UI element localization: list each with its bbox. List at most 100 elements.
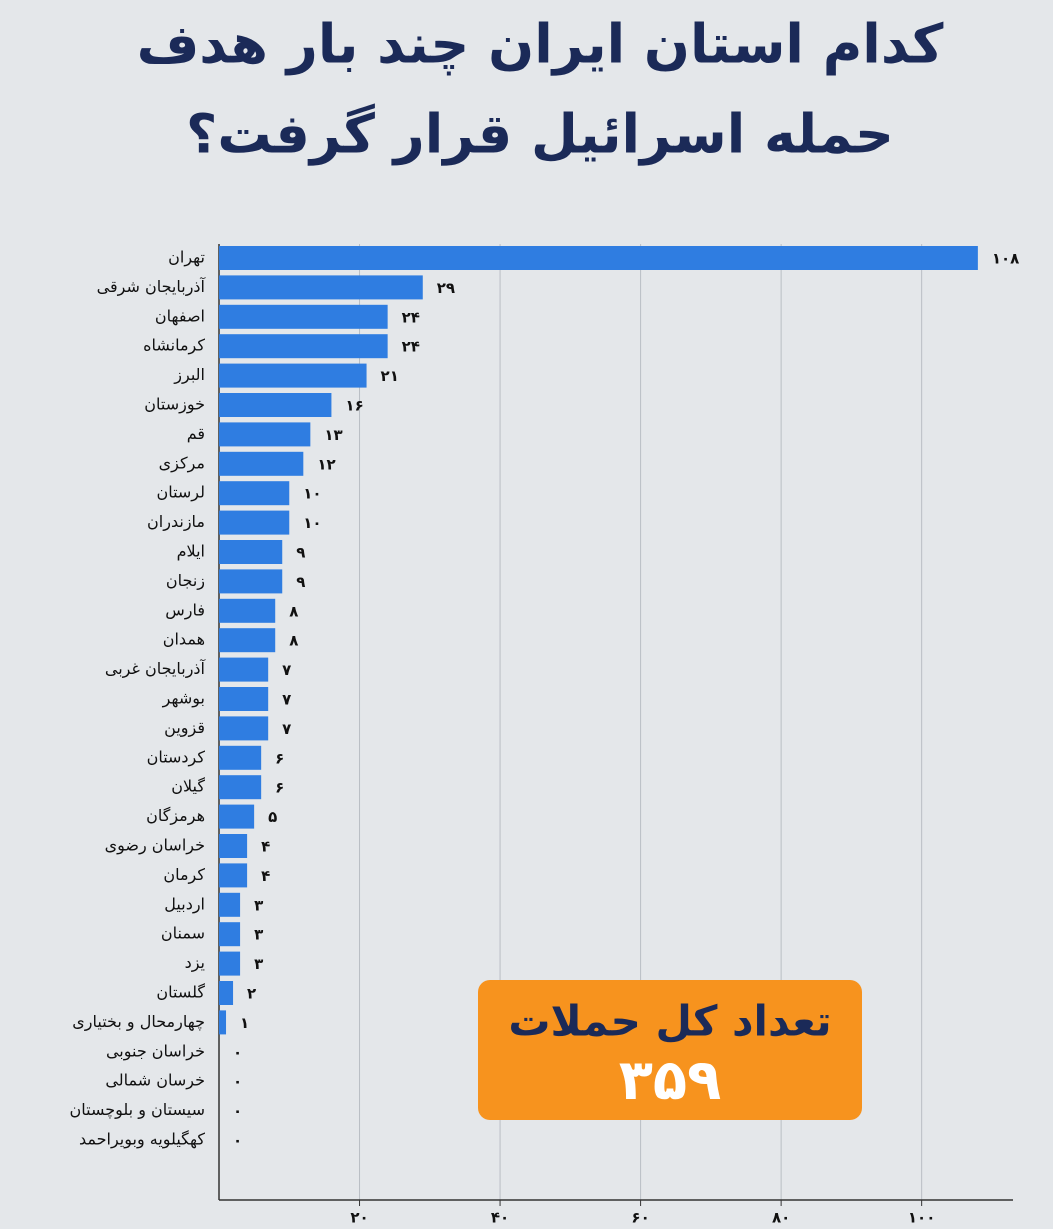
category-label: خراسان جنوبی bbox=[106, 1041, 205, 1061]
bar bbox=[219, 834, 248, 858]
x-tick-label: ۲۰ bbox=[350, 1209, 368, 1227]
category-label: گیلان bbox=[171, 777, 205, 796]
value-label: ۲۹ bbox=[437, 279, 455, 297]
value-label: ۳ bbox=[254, 955, 263, 973]
bar bbox=[219, 422, 311, 447]
value-label: ۰ bbox=[233, 1043, 242, 1061]
value-label: ۷ bbox=[282, 691, 291, 709]
value-label: ۵ bbox=[268, 808, 277, 826]
category-label: کهگیلویه وبویراحمد bbox=[79, 1130, 205, 1150]
category-label: فارس bbox=[165, 600, 205, 620]
category-label: اردبیل bbox=[164, 894, 205, 914]
chart-title: کدام استان ایران چند بار هدف bbox=[137, 13, 944, 76]
bar bbox=[219, 745, 262, 770]
value-label: ۱ bbox=[240, 1014, 249, 1032]
category-label: البرز bbox=[173, 365, 205, 385]
value-label: ۲ bbox=[247, 985, 256, 1003]
value-label: ۱۰۸ bbox=[992, 250, 1019, 268]
x-tick-label: ۱۰۰ bbox=[908, 1209, 935, 1227]
bar bbox=[219, 657, 269, 682]
category-label: خراسان رضوی bbox=[105, 836, 205, 856]
bar bbox=[219, 451, 304, 476]
category-label: زنجان bbox=[166, 571, 205, 591]
category-label: هرمزگان bbox=[146, 806, 205, 826]
category-label: سیستان و بلوچستان bbox=[70, 1100, 206, 1120]
category-label: ایلام bbox=[177, 542, 205, 561]
bar bbox=[219, 1010, 227, 1035]
category-label: بوشهر bbox=[162, 689, 205, 709]
bar bbox=[219, 304, 388, 329]
category-label: سمنان bbox=[161, 924, 205, 943]
value-label: ۹ bbox=[296, 544, 305, 562]
value-label: ۸ bbox=[289, 632, 298, 650]
category-label: یزد bbox=[185, 953, 205, 973]
x-tick-label: ۶۰ bbox=[631, 1209, 649, 1227]
category-label: چهارمحال و بختیاری bbox=[72, 1012, 205, 1032]
bar bbox=[219, 275, 423, 300]
annotation-label: تعداد کل حملات bbox=[508, 997, 831, 1046]
value-label: ۱۰ bbox=[303, 514, 321, 532]
value-label: ۶ bbox=[275, 749, 284, 767]
bar bbox=[219, 981, 234, 1005]
bar bbox=[219, 922, 241, 947]
category-label: آذربایجان غربی bbox=[105, 659, 207, 679]
bar bbox=[219, 393, 332, 417]
x-tick-label: ۸۰ bbox=[772, 1209, 790, 1227]
category-label: همدان bbox=[163, 630, 205, 649]
value-label: ۰ bbox=[233, 1132, 242, 1150]
bar bbox=[219, 540, 283, 564]
value-label: ۸ bbox=[289, 602, 298, 620]
category-label: مرکزی bbox=[159, 453, 205, 473]
value-label: ۱۰ bbox=[303, 485, 321, 503]
bar bbox=[219, 628, 276, 653]
category-label: آذربایجان شرقی bbox=[97, 277, 207, 297]
x-tick-label: ۴۰ bbox=[491, 1209, 509, 1227]
category-label: اصفهان bbox=[155, 306, 205, 326]
bar bbox=[219, 363, 367, 388]
bar bbox=[219, 569, 283, 594]
value-label: ۱۲ bbox=[317, 455, 335, 473]
bar bbox=[219, 334, 388, 359]
value-label: ۰ bbox=[233, 1102, 242, 1120]
value-label: ۲۱ bbox=[381, 367, 399, 385]
value-label: ۴ bbox=[261, 867, 270, 885]
category-label: لرستان bbox=[156, 483, 205, 503]
annotation-value: ۳۵۹ bbox=[619, 1048, 722, 1113]
bar bbox=[219, 598, 276, 623]
value-label: ۰ bbox=[233, 1073, 242, 1091]
category-label: خرسان شمالی bbox=[105, 1071, 205, 1091]
bar bbox=[219, 481, 290, 506]
bar bbox=[219, 775, 262, 800]
value-label: ۱۳ bbox=[324, 426, 342, 444]
value-label: ۴ bbox=[261, 838, 270, 856]
category-label: خوزستان bbox=[144, 395, 205, 415]
category-label: تهران bbox=[168, 248, 205, 268]
value-label: ۱۶ bbox=[345, 397, 363, 415]
category-label: مازندران bbox=[147, 512, 205, 532]
value-label: ۳ bbox=[254, 896, 263, 914]
bar bbox=[219, 246, 978, 270]
category-label: کرمان bbox=[163, 865, 205, 885]
category-label: قزوین bbox=[164, 718, 205, 738]
category-label: قم bbox=[187, 424, 205, 443]
annotation-box bbox=[478, 980, 862, 1120]
category-label: کرمانشاه bbox=[143, 336, 205, 356]
value-label: ۷ bbox=[282, 720, 291, 738]
bar bbox=[219, 510, 290, 535]
bar bbox=[219, 892, 241, 917]
value-label: ۲۴ bbox=[402, 308, 420, 326]
bar bbox=[219, 716, 269, 741]
value-label: ۹ bbox=[296, 573, 305, 591]
category-label: گلستان bbox=[156, 983, 205, 1002]
bar bbox=[219, 804, 255, 829]
bar bbox=[219, 951, 241, 976]
bar bbox=[219, 687, 269, 711]
value-label: ۳ bbox=[254, 926, 263, 944]
category-label: کردستان bbox=[147, 747, 206, 767]
value-label: ۶ bbox=[275, 779, 284, 797]
value-label: ۷ bbox=[282, 661, 291, 679]
bar bbox=[219, 863, 248, 888]
chart-title: حمله اسرائیل قرار گرفت؟ bbox=[186, 103, 894, 166]
